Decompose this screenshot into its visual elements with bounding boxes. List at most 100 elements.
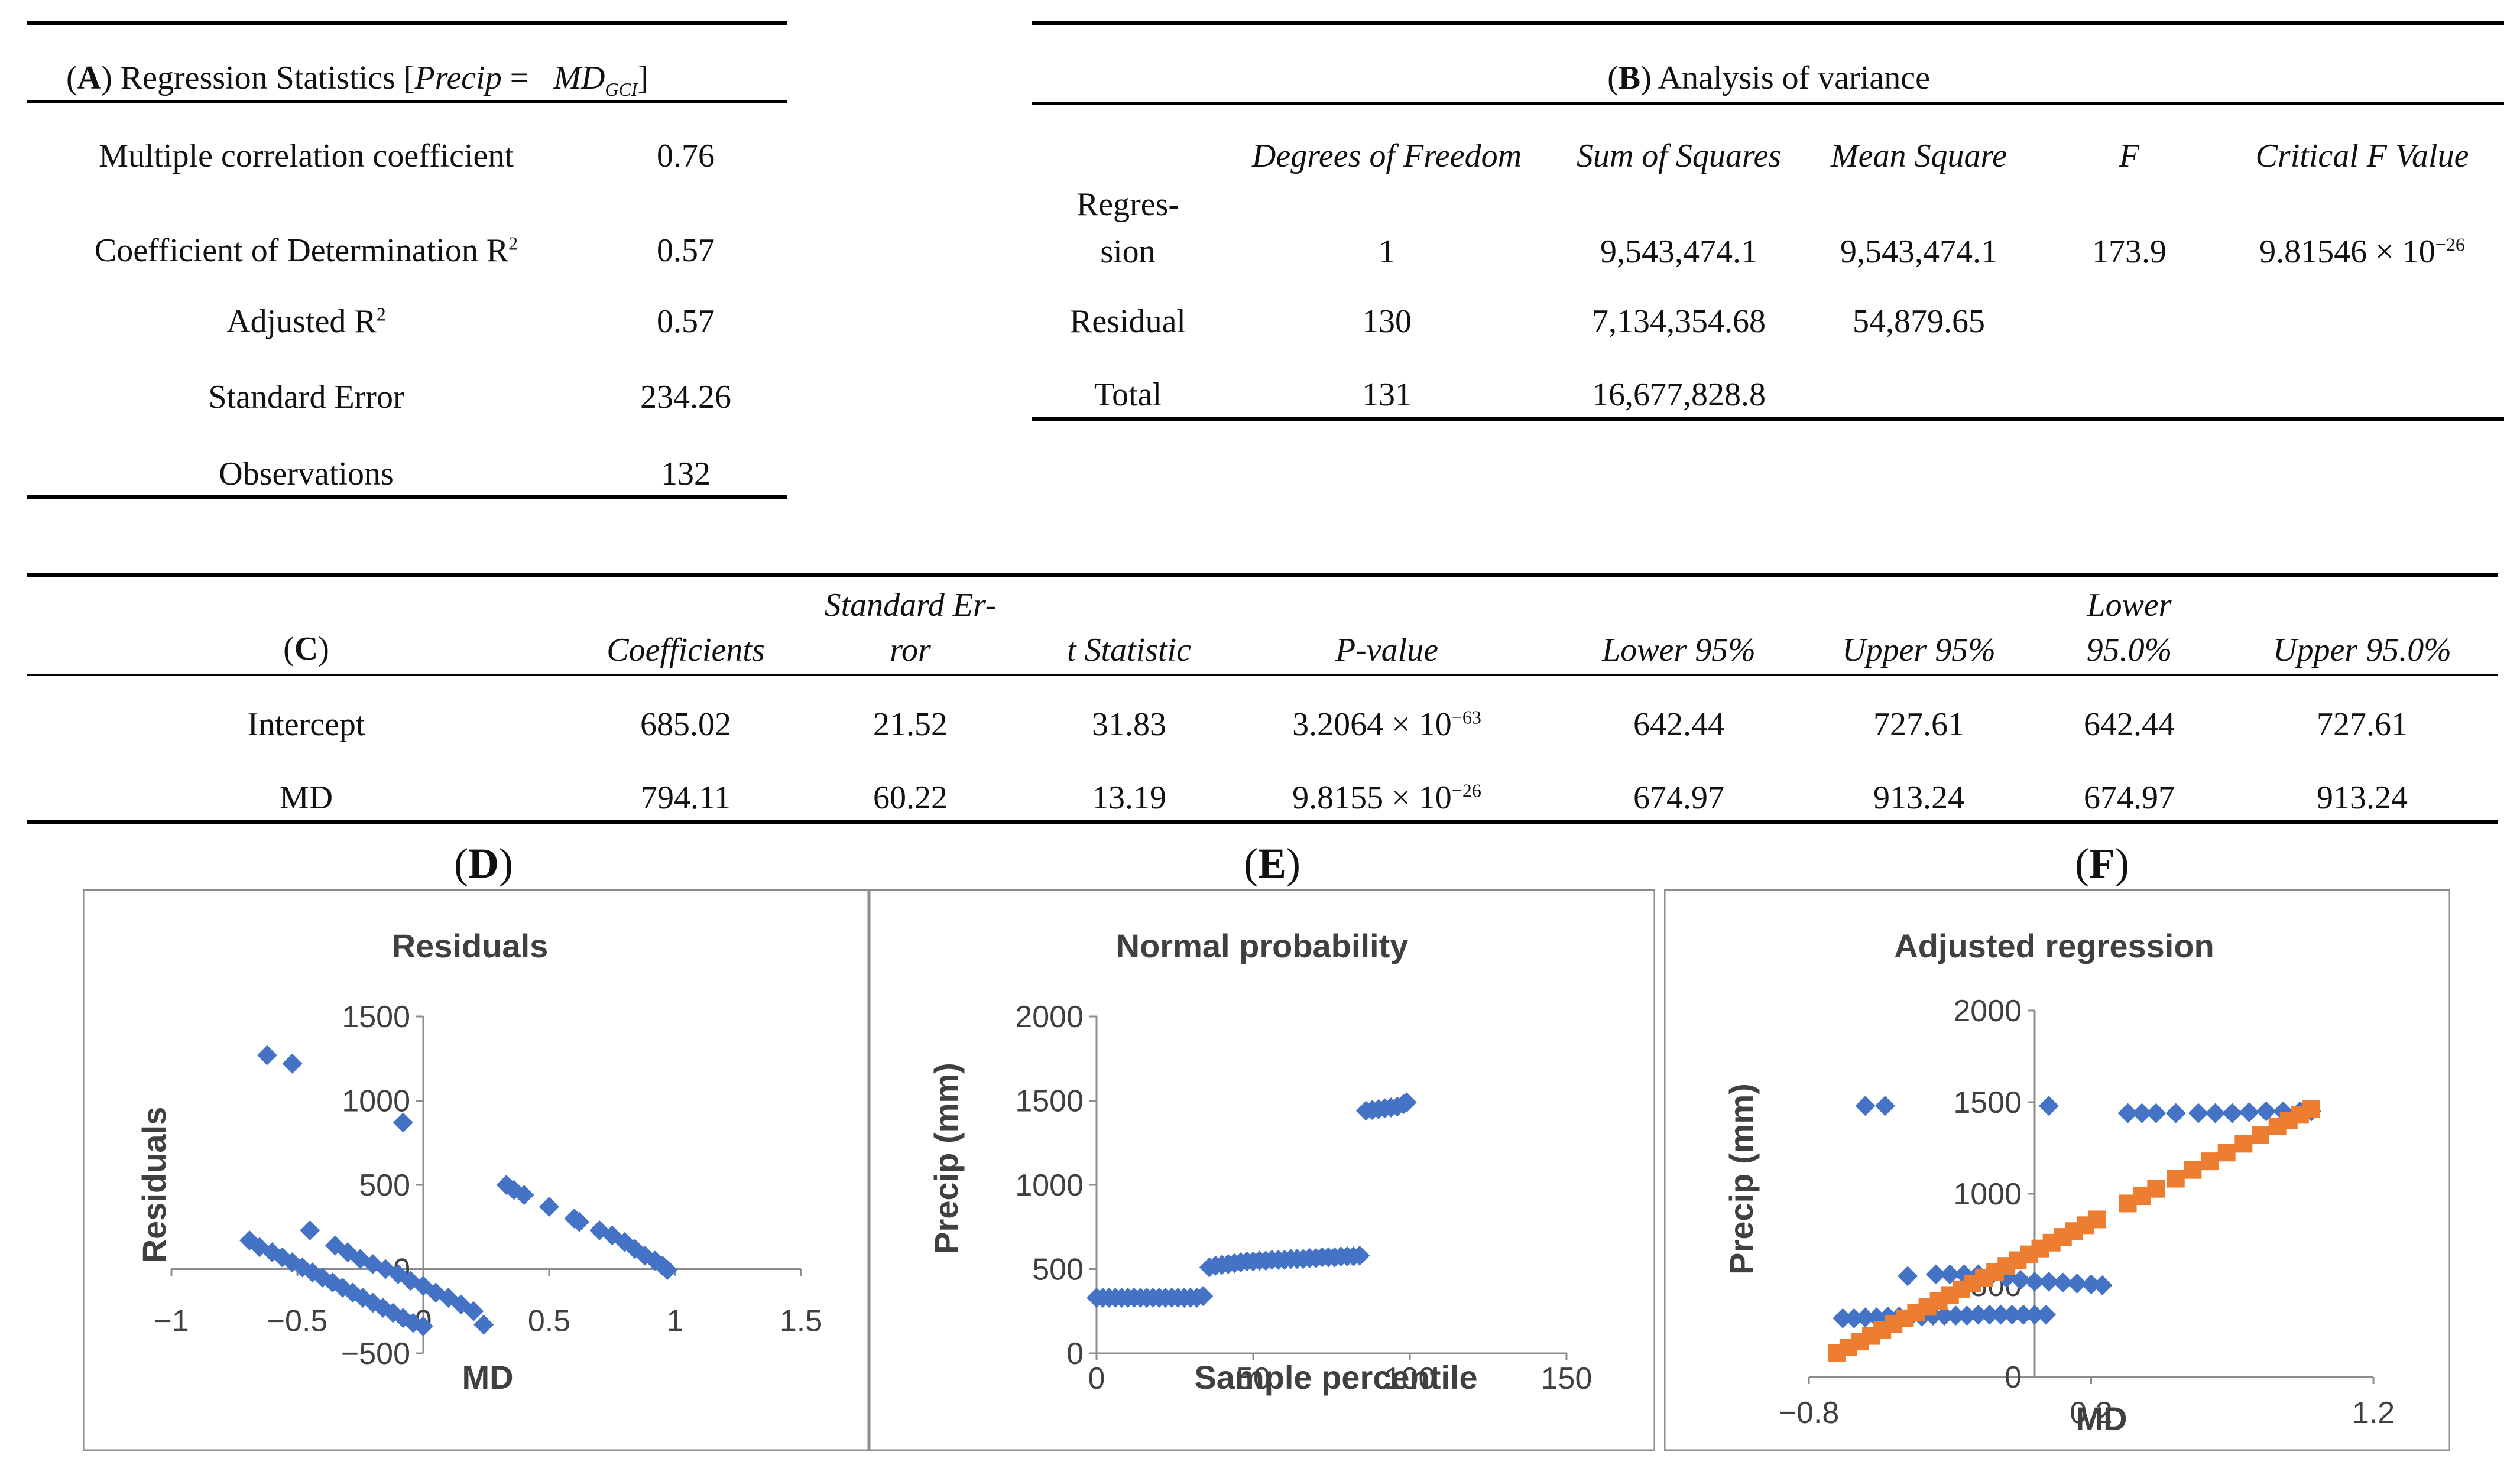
data-point xyxy=(2234,1135,2253,1153)
table-c-cell: 31.83 xyxy=(1092,706,1166,743)
data-point xyxy=(2036,1304,2057,1325)
table-b-row-label: Residual xyxy=(1070,303,1186,340)
chart-title: Residuals xyxy=(392,927,549,964)
x-tick-label: −1 xyxy=(154,1304,189,1339)
table-c-header: Standard Er- xyxy=(824,587,997,623)
table-b-row-label: sion xyxy=(1100,233,1156,270)
chart-border xyxy=(869,889,1655,1451)
data-point xyxy=(1957,1305,1977,1326)
data-point xyxy=(282,1053,303,1074)
data-point xyxy=(382,1302,403,1323)
table-c-cell: 727.61 xyxy=(1873,706,1964,743)
x-axis-label: MD xyxy=(2075,1400,2127,1437)
data-point xyxy=(1925,1264,1946,1285)
x-tick-label: 0 xyxy=(1088,1362,1105,1396)
table-c-header: Lower 95% xyxy=(1602,632,1756,668)
table-a-title: (A) Regression Statistics [Precip = MDGC… xyxy=(66,60,649,100)
data-point xyxy=(2147,1180,2165,1198)
x-tick-label: 0.2 xyxy=(2070,1396,2112,1430)
normal-probability-chart: Normal probability 0 50 100 150050010001500… xyxy=(869,889,1655,1451)
data-point xyxy=(2117,1103,2138,1123)
data-point xyxy=(539,1197,559,1217)
chart-title: Adjusted regression xyxy=(1894,927,2214,964)
y-tick-label: 0 xyxy=(2005,1360,2022,1395)
table-c-header: 95.0% xyxy=(2086,632,2172,668)
panel-letter-d: (D) xyxy=(454,840,513,887)
table-b-cell: 9,543,474.1 xyxy=(1840,233,1997,270)
data-point xyxy=(2013,1304,2033,1325)
table-b-cell: 9,543,474.1 xyxy=(1600,233,1757,270)
table-a-row-label: Standard Error xyxy=(208,379,404,415)
table-b-cell: 7,134,354.68 xyxy=(1592,303,1766,340)
data-point xyxy=(2132,1103,2152,1123)
table-b-header: F xyxy=(2119,138,2140,174)
data-point xyxy=(463,1301,484,1321)
data-point xyxy=(325,1235,345,1256)
table-c-cell: 13.19 xyxy=(1092,779,1166,816)
data-point xyxy=(1940,1264,1960,1285)
table-c-cell: 794.11 xyxy=(641,779,731,816)
data-point xyxy=(239,1230,260,1251)
y-axis-label: Precip (mm) xyxy=(927,1063,965,1254)
table-c-cell: 913.24 xyxy=(2317,779,2408,816)
x-axis-label: MD xyxy=(462,1359,513,1396)
table-b-header: Degrees of Freedom xyxy=(1251,138,1522,174)
table-b-header: Critical F Value xyxy=(2255,138,2469,174)
table-a-row-value: 132 xyxy=(661,456,711,492)
data-point xyxy=(2256,1101,2276,1122)
table-a-bottom-rule xyxy=(27,495,787,499)
chart-title: Normal probability xyxy=(1116,927,1409,964)
data-point xyxy=(1968,1304,1989,1325)
data-point xyxy=(1934,1305,1955,1326)
table-c-cell: 3.2064 × 10−63 xyxy=(1292,706,1481,743)
table-c-cell: 642.44 xyxy=(1633,706,1724,743)
y-tick-label: 2000 xyxy=(1953,994,2022,1028)
x-tick-label: 50 xyxy=(1236,1362,1270,1396)
data-point xyxy=(2252,1126,2269,1144)
table-a-row-value: 0.76 xyxy=(657,138,715,174)
data-point xyxy=(1855,1307,1876,1328)
x-axis-label: Sample percentile xyxy=(1194,1359,1477,1396)
data-point xyxy=(322,1272,343,1293)
table-b-header: Mean Square xyxy=(1830,138,2007,174)
y-tick-label: 1000 xyxy=(342,1084,410,1119)
data-point xyxy=(2025,1304,2045,1325)
data-point xyxy=(2184,1161,2202,1179)
data-point xyxy=(257,1045,277,1066)
table-c-header: P-value xyxy=(1335,632,1439,668)
data-point xyxy=(2067,1273,2087,1294)
data-point xyxy=(1874,1096,1895,1116)
table-c-row-label: MD xyxy=(279,779,333,816)
data-point xyxy=(1396,1092,1417,1113)
data-point xyxy=(393,1112,413,1133)
data-point xyxy=(332,1277,353,1298)
data-point xyxy=(2038,1271,2059,1292)
table-b-cell: 16,677,828.8 xyxy=(1592,376,1766,413)
table-c-cell: 685.02 xyxy=(640,706,731,743)
x-tick-label: 150 xyxy=(1541,1362,1593,1396)
x-tick-label: −0.8 xyxy=(1779,1396,1840,1430)
table-b-cell: 54,879.65 xyxy=(1853,303,1985,340)
data-point xyxy=(1833,1308,1853,1328)
table-b-cell: 1 xyxy=(1379,233,1395,270)
table-c-cell: 60.22 xyxy=(873,779,948,816)
table-c-cell: 674.97 xyxy=(2084,779,2175,816)
table-b-cell: 9.81546 × 10−26 xyxy=(2259,233,2465,270)
table-c-header-rule xyxy=(27,674,2498,676)
data-point xyxy=(624,1239,645,1259)
data-point xyxy=(2010,1269,2031,1290)
data-point xyxy=(2205,1103,2226,1123)
table-a-row-label: Coefficient of Determination R2 xyxy=(94,232,518,269)
data-point xyxy=(2092,1275,2113,1295)
data-point xyxy=(1866,1307,1887,1328)
table-c-cell: 913.24 xyxy=(1873,779,1964,816)
table-a-row-value: 0.57 xyxy=(657,232,715,269)
table-c-header: Coefficients xyxy=(607,632,765,668)
data-point xyxy=(2088,1210,2106,1229)
y-axis-label: Residuals xyxy=(135,1107,173,1263)
table-a-header-rule xyxy=(27,100,787,103)
y-tick-label: 1500 xyxy=(342,1000,410,1034)
x-tick-label: 1.2 xyxy=(2352,1396,2395,1430)
x-tick-label: 100 xyxy=(1384,1362,1436,1396)
table-c-cell: 674.97 xyxy=(1633,779,1724,816)
